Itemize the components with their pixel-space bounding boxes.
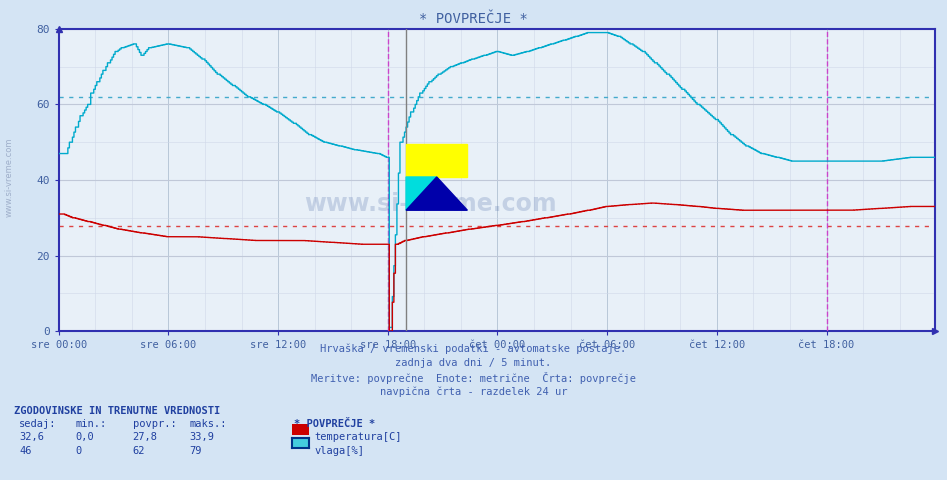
Text: min.:: min.: [76,419,107,429]
Text: zadnja dva dni / 5 minut.: zadnja dva dni / 5 minut. [396,358,551,368]
Text: www.si-vreme.com: www.si-vreme.com [304,192,557,216]
Text: * POVPREČJE *: * POVPREČJE * [420,12,527,26]
Text: vlaga[%]: vlaga[%] [314,446,365,456]
Text: 0: 0 [76,446,82,456]
Text: * POVPREČJE *: * POVPREČJE * [294,419,375,429]
Text: 0,0: 0,0 [76,432,95,443]
FancyBboxPatch shape [406,144,468,177]
Text: www.si-vreme.com: www.si-vreme.com [5,138,14,217]
Text: maks.:: maks.: [189,419,227,429]
Polygon shape [406,177,468,210]
Text: 32,6: 32,6 [19,432,44,443]
Text: Meritve: povprečne  Enote: metrične  Črta: povprečje: Meritve: povprečne Enote: metrične Črta:… [311,372,636,384]
Text: ZGODOVINSKE IN TRENUTNE VREDNOSTI: ZGODOVINSKE IN TRENUTNE VREDNOSTI [14,406,221,416]
Text: 62: 62 [133,446,145,456]
Text: 27,8: 27,8 [133,432,157,443]
Polygon shape [406,177,437,210]
Text: sedaj:: sedaj: [19,419,57,429]
Text: 46: 46 [19,446,31,456]
Text: temperatura[C]: temperatura[C] [314,432,402,443]
Text: Hrvaška / vremenski podatki - avtomatske postaje.: Hrvaška / vremenski podatki - avtomatske… [320,343,627,354]
Text: 33,9: 33,9 [189,432,214,443]
Text: navpična črta - razdelek 24 ur: navpična črta - razdelek 24 ur [380,386,567,397]
Text: 79: 79 [189,446,202,456]
Text: povpr.:: povpr.: [133,419,176,429]
